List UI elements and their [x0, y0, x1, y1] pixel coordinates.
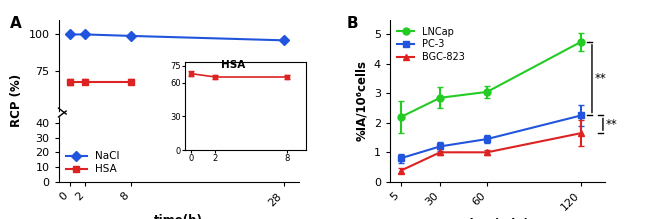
Legend: LNCap, PC-3, BGC-823: LNCap, PC-3, BGC-823	[395, 25, 467, 64]
X-axis label: time(h): time(h)	[154, 214, 203, 219]
Text: HSA: HSA	[221, 60, 246, 70]
Text: B: B	[347, 16, 359, 32]
Text: **: **	[605, 118, 617, 131]
Text: A: A	[10, 16, 22, 32]
X-axis label: time(min): time(min)	[465, 218, 530, 219]
Y-axis label: RCP (%): RCP (%)	[10, 74, 23, 127]
Text: **: **	[594, 72, 606, 85]
Y-axis label: %IA/10⁶cells: %IA/10⁶cells	[356, 60, 369, 141]
Legend: NaCl, HSA: NaCl, HSA	[64, 149, 122, 177]
